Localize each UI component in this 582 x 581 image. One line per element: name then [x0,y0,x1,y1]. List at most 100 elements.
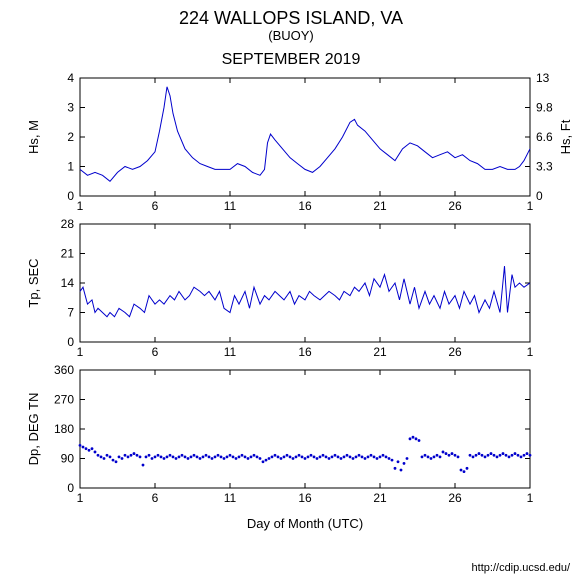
point-dp [502,452,505,455]
point-dp [475,454,478,457]
point-dp [385,455,388,458]
point-dp [376,457,379,460]
point-dp [214,455,217,458]
point-dp [400,469,403,472]
point-dp [391,459,394,462]
xtick-label: 6 [152,491,159,505]
point-dp [247,457,250,460]
point-dp [460,469,463,472]
point-dp [526,452,529,455]
point-dp [181,454,184,457]
xtick-label: 26 [448,199,462,213]
ytick-label: 0 [67,335,74,349]
point-dp [355,455,358,458]
point-dp [511,454,514,457]
ytick-label: 2 [67,130,74,144]
point-dp [334,454,337,457]
point-dp [403,462,406,465]
point-dp [316,457,319,460]
point-dp [145,455,148,458]
point-dp [202,455,205,458]
point-dp [91,447,94,450]
ytick-right-label: 6.6 [536,130,553,144]
point-dp [352,457,355,460]
point-dp [250,455,253,458]
point-dp [265,459,268,462]
point-dp [160,455,163,458]
point-dp [97,454,100,457]
point-dp [424,454,427,457]
point-dp [433,455,436,458]
point-dp [313,455,316,458]
point-dp [481,454,484,457]
point-dp [190,455,193,458]
point-dp [430,457,433,460]
point-dp [496,455,499,458]
point-dp [469,454,472,457]
point-dp [253,454,256,457]
ytick-label: 14 [61,276,75,290]
point-dp [325,455,328,458]
point-dp [442,451,445,454]
point-dp [274,454,277,457]
point-dp [166,455,169,458]
ytick-label: 7 [67,306,74,320]
point-dp [364,457,367,460]
point-dp [298,454,301,457]
point-dp [124,454,127,457]
point-dp [463,470,466,473]
series-hs [80,87,530,182]
point-dp [151,457,154,460]
ytick-label: 28 [61,217,75,231]
point-dp [112,459,115,462]
point-dp [301,455,304,458]
chart-svg: 224 WALLOPS ISLAND, VA(BUOY)SEPTEMBER 20… [0,0,582,581]
xtick-label: 6 [152,345,159,359]
point-dp [148,454,151,457]
point-dp [211,457,214,460]
series-tp [80,266,530,317]
point-dp [529,454,532,457]
point-dp [340,457,343,460]
point-dp [394,467,397,470]
point-dp [286,454,289,457]
point-dp [484,455,487,458]
point-dp [187,457,190,460]
ylabel-left: Tp, SEC [26,258,41,307]
point-dp [457,455,460,458]
ytick-label: 90 [61,452,75,466]
point-dp [379,455,382,458]
ylabel-left: Dp, DEG TN [26,393,41,466]
point-dp [154,455,157,458]
point-dp [454,454,457,457]
ytick-label: 4 [67,71,74,85]
panel-frame [80,78,530,196]
point-dp [103,457,106,460]
point-dp [217,454,220,457]
point-dp [127,455,130,458]
point-dp [349,455,352,458]
point-dp [328,457,331,460]
point-dp [244,455,247,458]
point-dp [241,454,244,457]
point-dp [370,454,373,457]
xtick-label: 11 [224,345,237,359]
point-dp [259,457,262,460]
ytick-label: 1 [67,160,74,174]
point-dp [514,452,517,455]
point-dp [277,455,280,458]
point-dp [478,452,481,455]
ytick-label: 0 [67,189,74,203]
point-dp [337,455,340,458]
point-dp [448,454,451,457]
point-dp [412,436,415,439]
point-dp [175,457,178,460]
point-dp [505,454,508,457]
point-dp [220,455,223,458]
point-dp [82,446,85,449]
point-dp [226,455,229,458]
point-dp [382,454,385,457]
point-dp [223,457,226,460]
point-dp [115,460,118,463]
title-subtitle: (BUOY) [268,28,314,43]
